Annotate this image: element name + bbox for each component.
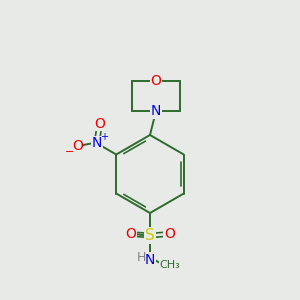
Text: CH₃: CH₃ <box>159 260 180 271</box>
Text: S: S <box>145 228 155 243</box>
Text: +: + <box>100 132 108 142</box>
Text: O: O <box>125 227 136 241</box>
Text: O: O <box>72 139 83 153</box>
Text: N: N <box>151 104 161 118</box>
Text: O: O <box>164 227 175 241</box>
Text: N: N <box>145 253 155 266</box>
Text: O: O <box>151 74 161 88</box>
Text: N: N <box>92 136 102 150</box>
Text: O: O <box>94 117 105 131</box>
Text: H: H <box>136 250 146 264</box>
Text: −: − <box>65 147 74 157</box>
